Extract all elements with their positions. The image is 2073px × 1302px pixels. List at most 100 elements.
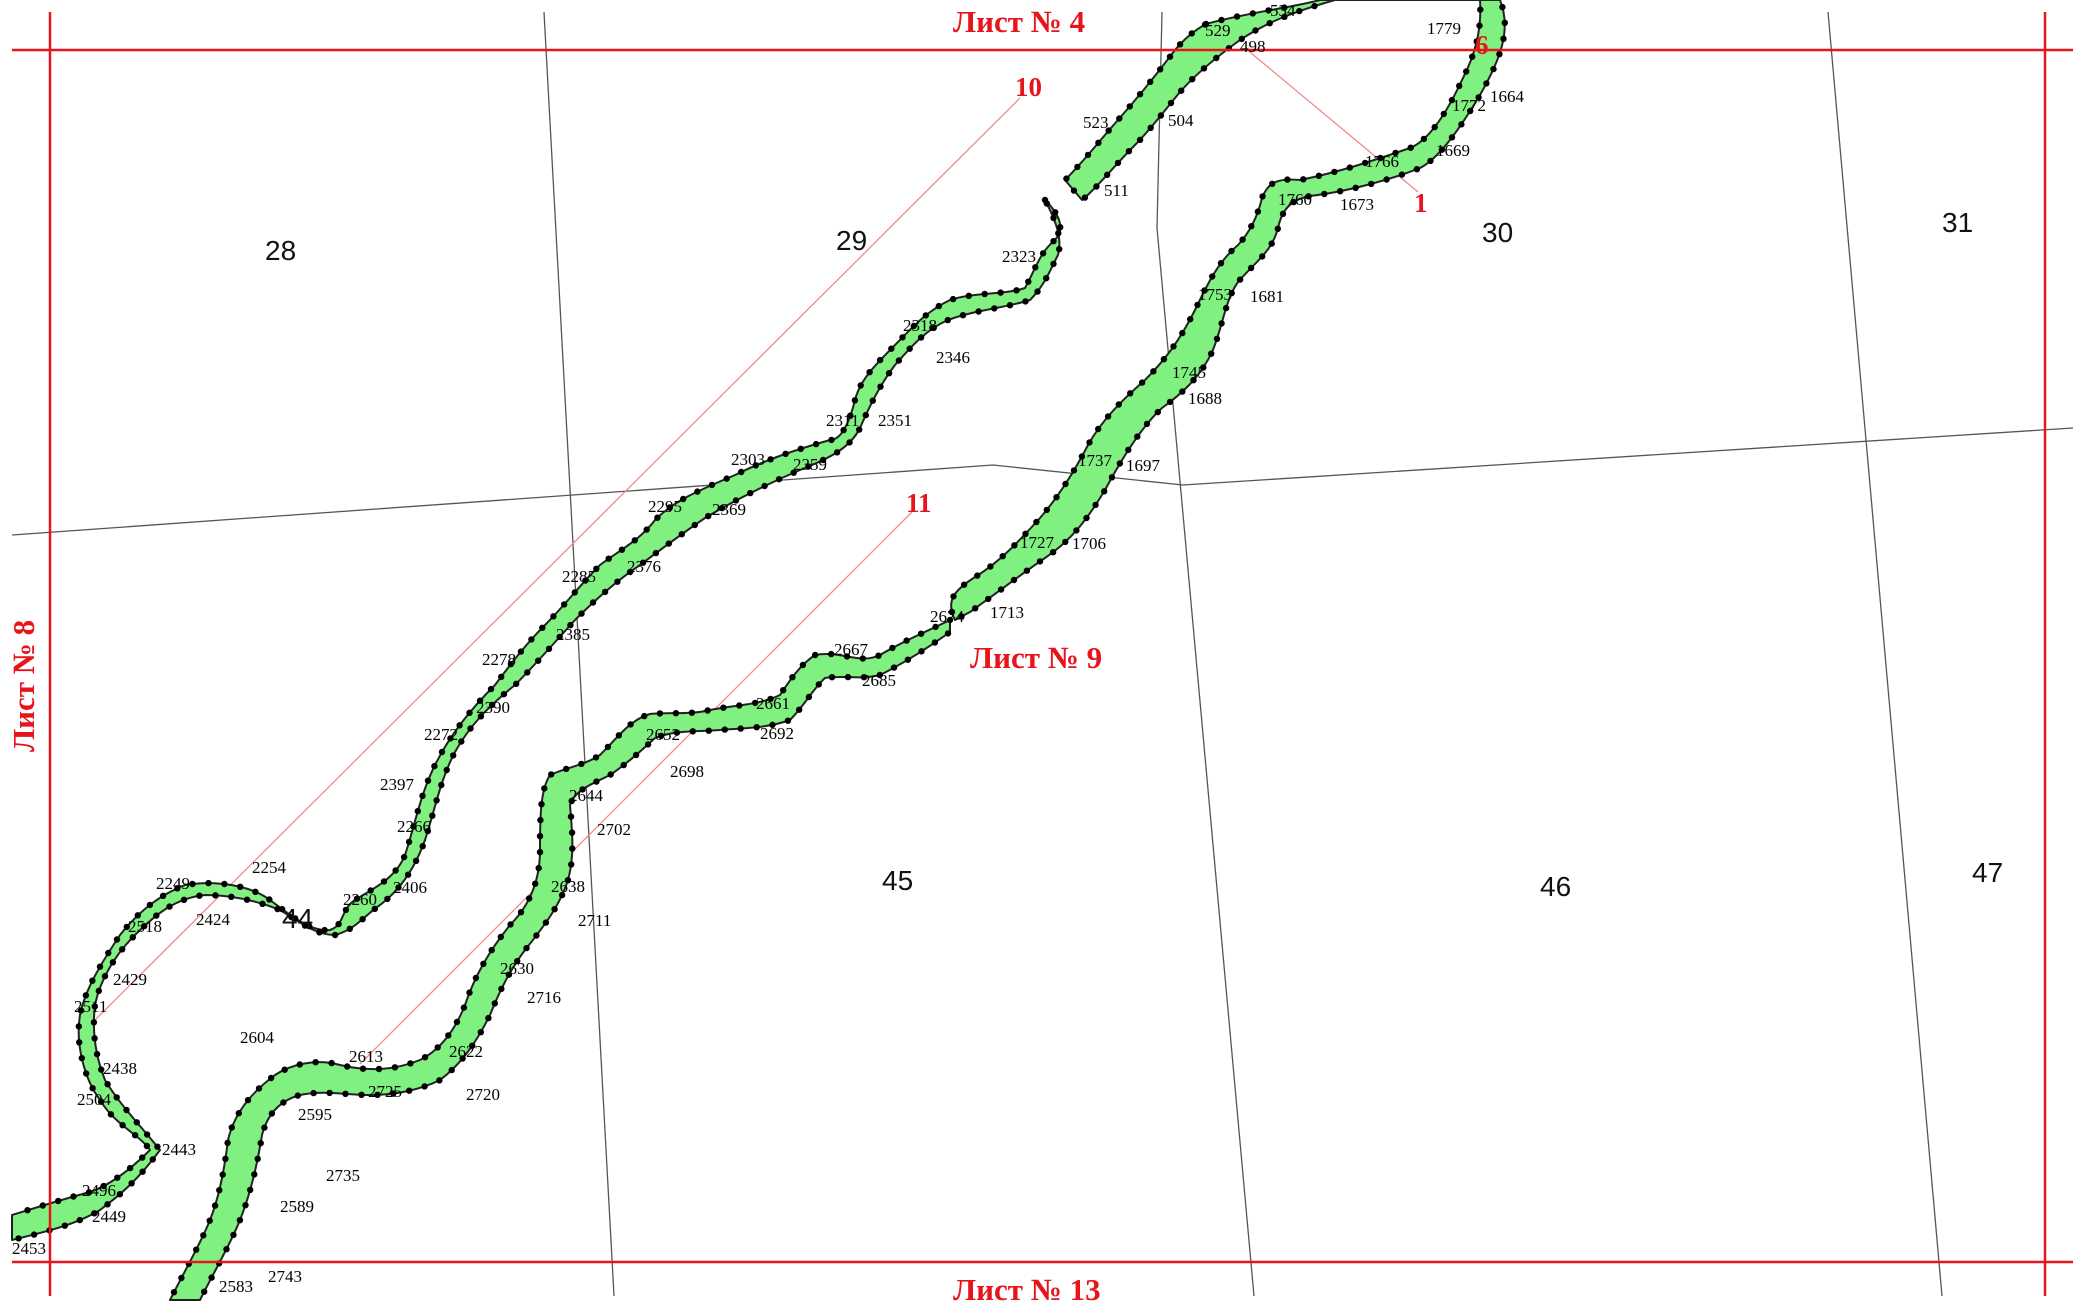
vertex-dot bbox=[533, 932, 540, 939]
vertex-dot bbox=[113, 1094, 120, 1101]
vertex-dot bbox=[1274, 225, 1282, 232]
vertex-dot bbox=[1143, 420, 1151, 428]
vertex-dot bbox=[1321, 190, 1328, 198]
vertex-dot bbox=[83, 1070, 90, 1077]
vertex-dot bbox=[1116, 115, 1123, 122]
vertex-dot bbox=[180, 896, 188, 903]
vertex-dot bbox=[301, 922, 309, 929]
vertex-label: 2652 bbox=[646, 725, 680, 744]
vertex-dot bbox=[1178, 87, 1185, 94]
vertex-dot bbox=[991, 305, 998, 312]
vertex-dot bbox=[384, 895, 391, 903]
vertex-dot bbox=[89, 977, 96, 984]
vertex-dot bbox=[1036, 558, 1044, 565]
vertex-dot bbox=[1070, 467, 1078, 474]
vertex-dot bbox=[1448, 134, 1456, 141]
vertex-dot bbox=[119, 946, 126, 953]
vertex-label: 2369 bbox=[712, 500, 746, 519]
vertex-dot bbox=[524, 669, 531, 676]
vertex-dot bbox=[1043, 506, 1051, 514]
vertex-dot bbox=[189, 880, 196, 888]
vertex-dot bbox=[796, 706, 803, 713]
vertex-dot bbox=[869, 397, 876, 404]
vertex-dot bbox=[139, 1168, 146, 1175]
vertex-dot bbox=[545, 645, 553, 652]
vertex-dot bbox=[1368, 180, 1375, 188]
vertex-dot bbox=[281, 1066, 288, 1073]
vertex-dot bbox=[1458, 121, 1465, 128]
vertex-dot bbox=[208, 1274, 215, 1281]
vertex-dot bbox=[1189, 76, 1196, 83]
vertex-dot bbox=[1290, 198, 1297, 206]
vertex-dot bbox=[620, 761, 627, 769]
vertex-dot bbox=[799, 661, 807, 669]
vertex-dot bbox=[1032, 264, 1039, 271]
vertex-dot bbox=[673, 729, 681, 736]
vertex-dot bbox=[280, 1099, 287, 1106]
vertex-label: 2644 bbox=[569, 786, 604, 805]
vertex-dot bbox=[708, 481, 716, 489]
vertex-dot bbox=[775, 476, 783, 483]
vertex-label: 2406 bbox=[393, 878, 427, 897]
vertex-dot bbox=[480, 960, 487, 967]
vertex-dot bbox=[1490, 65, 1497, 73]
vertex-dot bbox=[114, 1174, 121, 1181]
vertex-dot bbox=[1254, 208, 1262, 215]
vertex-dot bbox=[1083, 514, 1090, 522]
vertex-dot bbox=[296, 1061, 303, 1068]
vertex-dot bbox=[109, 959, 117, 966]
vertex-dot bbox=[1147, 124, 1154, 131]
vertex-label: 1697 bbox=[1126, 456, 1161, 475]
vertex-dot bbox=[438, 748, 446, 756]
vertex-dot bbox=[154, 1143, 161, 1150]
vertex-label: 2692 bbox=[760, 724, 794, 743]
vertex-dot bbox=[536, 832, 544, 840]
vertex-dot bbox=[1095, 139, 1102, 146]
vertex-dot bbox=[359, 916, 366, 923]
vertex-dot bbox=[1296, 7, 1303, 15]
vertex-dot bbox=[558, 891, 566, 899]
vertex-dot bbox=[55, 1197, 62, 1205]
vertex-dot bbox=[174, 885, 181, 892]
vertex-dot bbox=[1392, 149, 1399, 157]
vertex-dot bbox=[404, 871, 412, 878]
vertex-dot bbox=[230, 1231, 237, 1239]
vertex-label: 2674 bbox=[930, 607, 965, 626]
vertex-dot bbox=[643, 526, 650, 533]
vertex-dot bbox=[316, 929, 323, 936]
vertex-dot bbox=[563, 765, 570, 773]
vertex-dot bbox=[1006, 302, 1014, 309]
vertex-dot bbox=[567, 813, 575, 820]
vertex-dot bbox=[126, 1164, 134, 1172]
vertex-dot bbox=[1086, 439, 1093, 446]
vertex-dot bbox=[1300, 176, 1307, 183]
vertex-dot bbox=[257, 1139, 264, 1147]
vertex-dot bbox=[1200, 364, 1207, 371]
vertex-dot bbox=[326, 1089, 333, 1097]
vertex-dot bbox=[844, 673, 852, 681]
vertex-dot bbox=[514, 957, 521, 965]
vertex-dot bbox=[1284, 176, 1291, 183]
vertex-label: 2613 bbox=[349, 1047, 383, 1066]
vertex-dot bbox=[517, 909, 525, 916]
vertex-dot bbox=[815, 681, 822, 688]
vertex-dot bbox=[395, 884, 402, 891]
vertex-dot bbox=[400, 853, 408, 861]
vertex-label: 2359 bbox=[793, 455, 827, 474]
vertex-dot bbox=[1166, 53, 1174, 60]
vertex-dot bbox=[654, 514, 661, 521]
vertex-dot bbox=[753, 724, 760, 731]
vertex-dot bbox=[359, 1065, 367, 1072]
vertex-dot bbox=[228, 1124, 235, 1131]
vertex-label: 2303 bbox=[731, 450, 765, 469]
vertex-label: 2260 bbox=[343, 890, 377, 909]
vertex-dot bbox=[1095, 425, 1102, 433]
vertex-dot bbox=[1093, 183, 1100, 190]
vertex-dot bbox=[294, 1092, 301, 1099]
vertex-label: 2295 bbox=[648, 497, 682, 516]
vertex-label: 1688 bbox=[1188, 389, 1222, 408]
vertex-dot bbox=[134, 912, 141, 919]
vertex-dot bbox=[1239, 236, 1246, 243]
vertex-dot bbox=[652, 549, 660, 557]
